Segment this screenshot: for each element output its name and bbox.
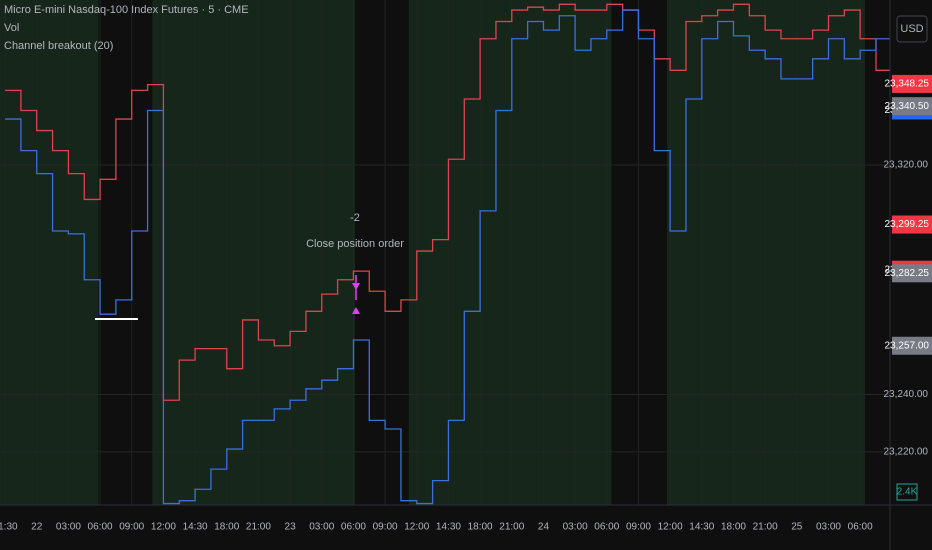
x-tick-label: 09:00	[373, 522, 398, 533]
x-tick-label: 14:30	[183, 522, 208, 533]
price-label: 23,282.25	[885, 268, 930, 279]
price-label: 23,348.25	[885, 79, 930, 90]
night-session	[611, 0, 667, 505]
x-tick-label: 18:00	[214, 522, 239, 533]
x-tick-label: 21:00	[499, 522, 524, 533]
price-label: 23,299.25	[885, 219, 930, 230]
volume-label: 2.4K	[897, 487, 918, 498]
x-tick-label: 09:00	[626, 522, 651, 533]
chart-title: Micro E-mini Nasdaq-100 Index Futures · …	[4, 4, 249, 16]
price-label-box	[892, 215, 932, 234]
indicator-label: Channel breakout (20)	[4, 40, 113, 52]
x-tick-label: 12:00	[404, 522, 429, 533]
volume-box	[896, 483, 918, 501]
night-session	[98, 0, 153, 505]
x-tick-label: 03:00	[309, 522, 334, 533]
y-tick-label: 23,220.00	[884, 447, 929, 458]
price-label: 23,340.50	[885, 101, 930, 112]
x-tick-label: 06:00	[594, 522, 619, 533]
price-label: 23,257.00	[885, 340, 930, 351]
x-tick-label: 18:00	[721, 522, 746, 533]
x-tick-label: 14:30	[689, 522, 714, 533]
night-session	[864, 0, 890, 505]
x-tick-label: 21:30	[0, 522, 18, 533]
x-tick-label: 03:00	[56, 522, 81, 533]
x-tick-label: 25	[791, 522, 803, 533]
x-tick-label: 06:00	[88, 522, 113, 533]
x-tick-label: 21:00	[246, 522, 271, 533]
x-tick-label: 06:00	[848, 522, 873, 533]
price-label-box	[892, 97, 932, 116]
x-tick-label: 24	[538, 522, 550, 533]
y-tick-label: 23,240.00	[884, 389, 929, 400]
x-tick-label: 21:00	[753, 522, 778, 533]
channel-line	[5, 9, 890, 505]
x-tick-label: 22	[31, 522, 43, 533]
channel-line	[5, 3, 890, 401]
x-tick-label: 09:00	[119, 522, 144, 533]
x-tick-label: 03:00	[816, 522, 841, 533]
indicator-label: Vol	[4, 22, 19, 34]
price-label-box	[892, 264, 932, 283]
x-tick-label: 03:00	[563, 522, 588, 533]
currency-label[interactable]: USD	[900, 23, 923, 35]
x-tick-label: 23	[285, 522, 297, 533]
plot-area	[0, 0, 890, 505]
trade-annotation: Close position order	[306, 238, 404, 250]
x-tick-label: 06:00	[341, 522, 366, 533]
currency-button[interactable]	[896, 15, 928, 43]
x-tick-label: 12:00	[151, 522, 176, 533]
trade-annotation: -2	[350, 212, 360, 224]
y-tick-label: 23,320.00	[884, 160, 929, 171]
x-tick-label: 18:00	[468, 522, 493, 533]
price-label-box	[892, 74, 932, 93]
x-tick-label: 14:30	[436, 522, 461, 533]
price-label-box	[892, 336, 932, 355]
x-tick-label: 12:00	[658, 522, 683, 533]
